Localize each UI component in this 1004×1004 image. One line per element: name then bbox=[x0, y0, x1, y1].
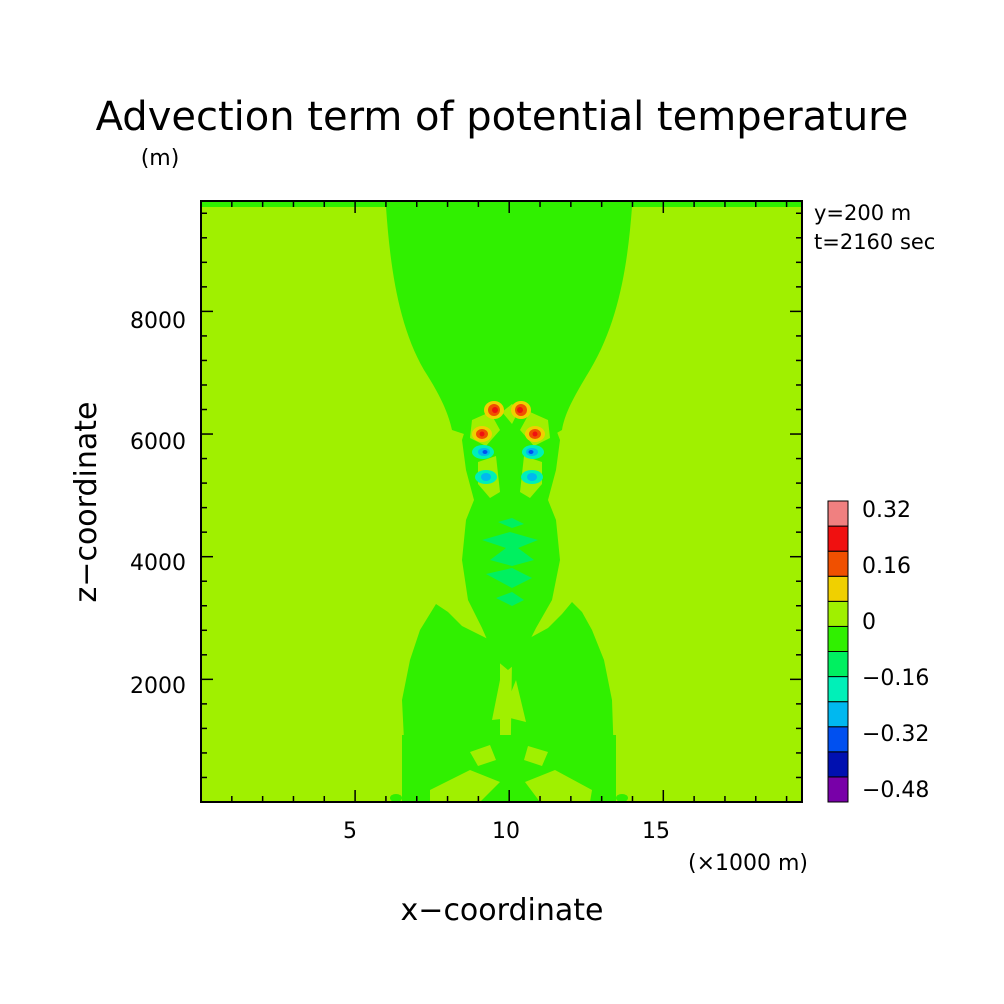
y-tick-label: 2000 bbox=[130, 674, 186, 699]
y-tick-label: 8000 bbox=[130, 309, 186, 334]
annotation-t: t=2160 sec bbox=[814, 230, 935, 254]
colorbar-label: 0 bbox=[862, 610, 876, 635]
y-tick-label: 4000 bbox=[130, 551, 186, 576]
colorbar-swatch bbox=[827, 500, 849, 527]
axis-ticks bbox=[201, 201, 802, 802]
x-tick-label: 5 bbox=[343, 819, 357, 844]
colorbar-label: 0.16 bbox=[862, 554, 911, 579]
bottom-gap-2 bbox=[525, 770, 592, 802]
colorbar-label: −0.32 bbox=[862, 722, 929, 747]
minimum-4-core bbox=[527, 473, 537, 481]
bottom-patch-1 bbox=[390, 794, 402, 802]
x-axis-label: x−coordinate bbox=[401, 893, 604, 928]
x-tick-label: 15 bbox=[642, 819, 670, 844]
colorbar-swatch bbox=[827, 525, 849, 552]
stem-band bbox=[482, 532, 538, 606]
colorbar-swatch bbox=[827, 651, 849, 678]
minimum-3-core bbox=[481, 473, 491, 481]
colorbar-swatch bbox=[827, 751, 849, 778]
y-tick-label: 6000 bbox=[130, 430, 186, 455]
x-tick-label: 10 bbox=[492, 819, 520, 844]
colorbar-label: −0.48 bbox=[862, 778, 929, 803]
upper-plume-region bbox=[386, 207, 632, 438]
colorbar-label: 0.32 bbox=[862, 498, 911, 523]
colorbar-swatch bbox=[827, 550, 849, 577]
minimum-2-peak bbox=[528, 450, 534, 454]
plot-frame bbox=[200, 200, 803, 803]
colorbar-label: −0.16 bbox=[862, 666, 929, 691]
colorbar-swatch bbox=[827, 676, 849, 703]
bottom-gap-4 bbox=[524, 746, 548, 766]
x-unit-label: (×1000 m) bbox=[688, 851, 808, 876]
inner-gap bbox=[492, 680, 526, 722]
minimum-1-peak bbox=[482, 450, 488, 454]
bottom-gap-3 bbox=[470, 745, 496, 766]
maximum-3-peak bbox=[479, 431, 485, 437]
plot-area bbox=[201, 201, 802, 802]
top-band bbox=[201, 201, 802, 207]
colorbar-swatch bbox=[827, 625, 849, 653]
annotation-y: y=200 m bbox=[814, 201, 911, 225]
colorbar-swatch bbox=[827, 701, 849, 728]
maximum-4-peak bbox=[532, 431, 538, 437]
bottom-patch-2 bbox=[616, 794, 628, 802]
colorbar-swatch bbox=[827, 726, 849, 753]
chart-title: Advection term of potential temperature bbox=[96, 94, 909, 140]
bottom-gap-1 bbox=[430, 770, 500, 802]
colorbar-swatch bbox=[827, 600, 849, 627]
upper-band bbox=[498, 518, 524, 528]
maximum-2-peak bbox=[517, 407, 523, 413]
y-axis-label: z−coordinate bbox=[69, 402, 104, 603]
maximum-1-peak bbox=[492, 407, 498, 413]
y-unit-label: (m) bbox=[141, 146, 180, 171]
colorbar-swatch bbox=[827, 575, 849, 602]
colorbar bbox=[827, 500, 849, 803]
colorbar-swatch bbox=[827, 776, 849, 803]
